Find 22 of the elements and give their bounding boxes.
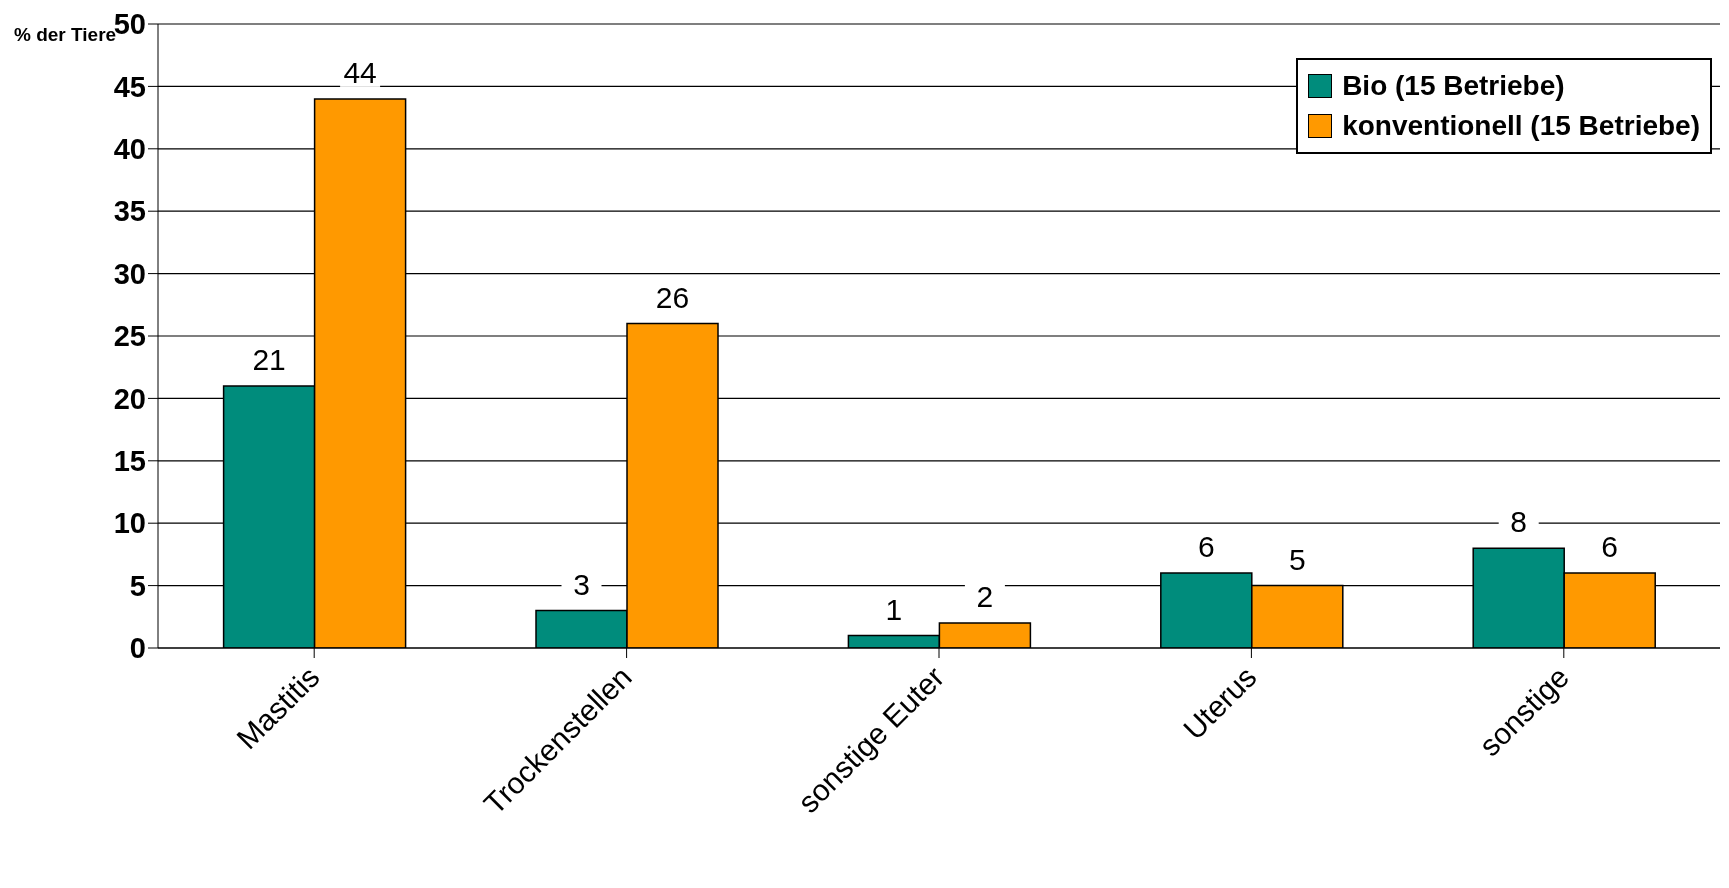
data-label: 2 [976, 580, 994, 614]
y-tick-label: 25 [113, 320, 146, 353]
legend-label: konventionell (15 Betriebe) [1342, 109, 1700, 143]
y-tick-label: 0 [129, 632, 146, 665]
data-label: 1 [885, 592, 903, 626]
data-label: 44 [343, 55, 377, 89]
y-tick-label: 45 [113, 70, 146, 103]
data-label: 26 [655, 280, 690, 314]
y-tick-label: 20 [113, 382, 146, 415]
y-tick-label: 40 [113, 133, 146, 166]
y-tick-label: 10 [113, 507, 146, 540]
data-label: 6 [1197, 530, 1215, 564]
data-label: 8 [1510, 505, 1528, 539]
data-label: 6 [1601, 530, 1619, 564]
data-label: 21 [252, 342, 286, 376]
y-tick-label: 5 [129, 569, 146, 602]
data-label: 5 [1288, 542, 1306, 576]
y-tick-label: 30 [113, 257, 146, 290]
y-tick-label: 35 [113, 195, 146, 228]
data-label: 3 [573, 567, 590, 601]
y-tick-label: 15 [113, 445, 146, 478]
legend-label: Bio (15 Betriebe) [1342, 69, 1565, 103]
